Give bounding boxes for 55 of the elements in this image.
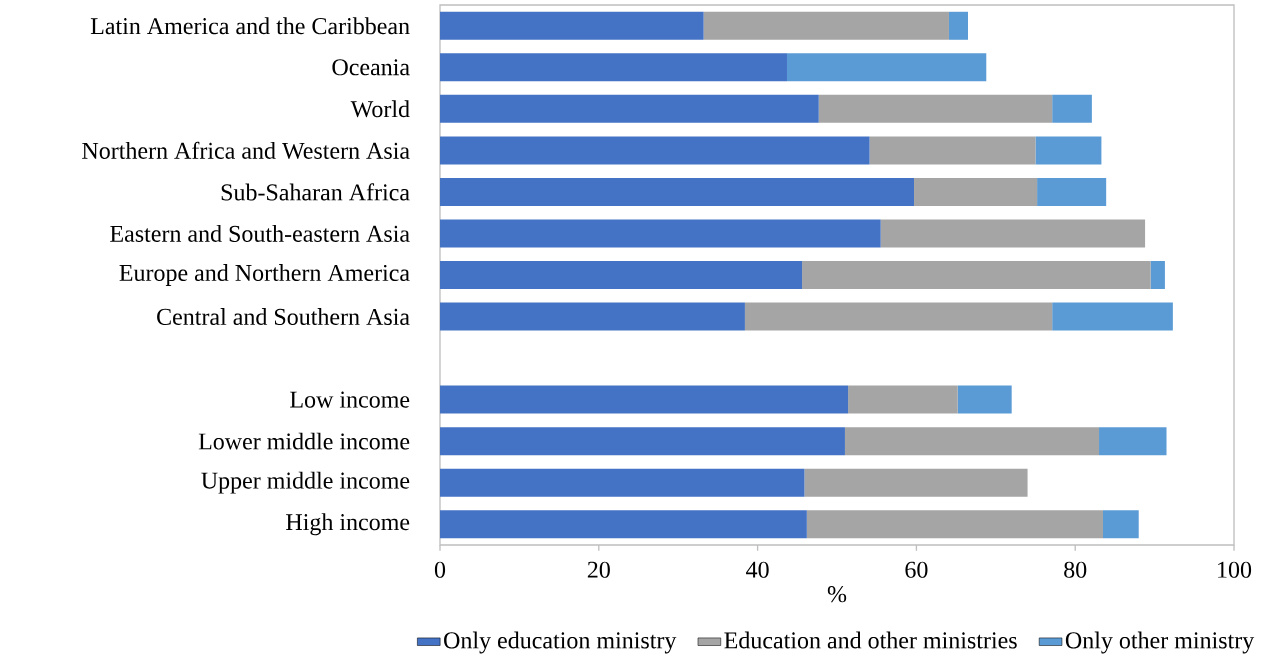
x-tick-label: 100: [1218, 561, 1252, 578]
bar: [957, 385, 1012, 414]
legend-label: Only other ministry: [1065, 631, 1255, 654]
y-tick-label: Low income: [290, 391, 410, 408]
bar: [440, 302, 745, 331]
legend-label: Only education ministry: [444, 631, 677, 654]
bar: [806, 510, 1103, 539]
legend-label: Education and other ministries: [724, 631, 1017, 649]
bar: [1052, 302, 1173, 331]
y-tick-label: Europe and Northern America: [119, 264, 410, 286]
y-tick-label: Lower middle income: [198, 432, 410, 450]
y-tick-label: Latin America and the Caribbean: [90, 17, 410, 35]
x-tick-label: 0: [434, 561, 446, 578]
x-tick-label: 80: [1064, 561, 1087, 578]
y-tick-label: High income: [286, 513, 410, 536]
bar: [440, 261, 803, 290]
bar: [1035, 136, 1102, 165]
x-tick-label: 20: [587, 561, 610, 578]
bar: [948, 11, 969, 40]
x-tick-label: 40: [746, 561, 769, 578]
bar: [1150, 261, 1165, 290]
x-axis-title: %: [827, 586, 847, 603]
bar: [848, 385, 958, 414]
bar: [440, 427, 845, 456]
bar: [744, 302, 1053, 331]
bar: [818, 94, 1053, 123]
y-tick-label: Central and Southern Asia: [157, 308, 410, 325]
bar: [844, 427, 1100, 456]
bar: [440, 219, 881, 248]
bar: [440, 468, 805, 497]
bar: [440, 136, 870, 165]
bar: [440, 510, 807, 539]
bar: [1102, 510, 1139, 539]
y-tick-label: Oceania: [332, 59, 410, 76]
bar: [703, 11, 949, 40]
bar: [440, 177, 915, 206]
bar: [880, 219, 1146, 248]
bar: [1099, 427, 1167, 456]
bar: [786, 53, 987, 82]
bar: [804, 468, 1028, 497]
bar: [440, 53, 787, 82]
y-tick-label: Eastern and South-eastern Asia: [110, 225, 410, 242]
bar: [914, 177, 1038, 206]
bar: [440, 11, 704, 40]
bar: [802, 261, 1151, 290]
bar: [440, 94, 819, 123]
bar: [1052, 94, 1092, 123]
y-tick-label: Sub-Saharan Africa: [221, 183, 410, 201]
bar: [1037, 177, 1107, 206]
bar: [440, 385, 849, 414]
y-tick-label: World: [350, 100, 410, 118]
bar: [869, 136, 1036, 165]
x-tick-label: 60: [905, 561, 928, 578]
y-tick-label: Northern Africa and Western Asia: [82, 141, 410, 160]
y-tick-label: Upper middle income: [201, 471, 410, 494]
